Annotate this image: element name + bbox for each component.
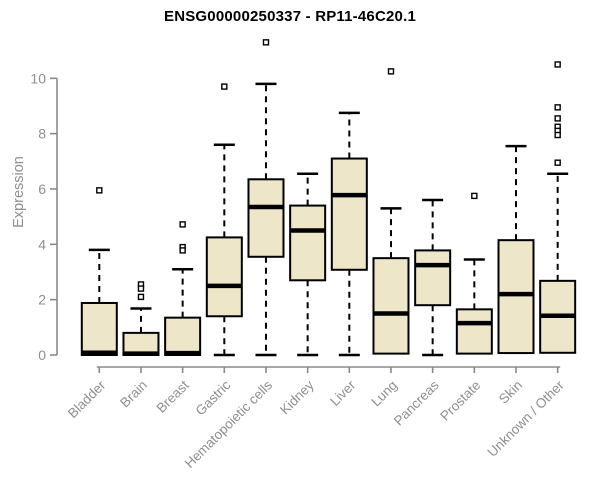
boxplot-pancreas: [414, 198, 452, 357]
iqr-box: [330, 157, 368, 271]
outlier-point: [262, 39, 270, 46]
outlier-point: [554, 61, 561, 68]
boxplot-kidney: [289, 172, 327, 357]
outlier-point: [554, 104, 561, 111]
outlier-point: [554, 159, 561, 166]
outlier-point: [221, 83, 228, 90]
outlier-point: [179, 221, 186, 228]
outlier-point: [179, 247, 186, 254]
outlier-point: [554, 131, 561, 139]
x-tick-label-liver: Liver: [327, 377, 359, 409]
x-tick-label-bladder: Bladder: [65, 377, 109, 421]
iqr-box: [205, 236, 243, 318]
y-tick-label: 4: [38, 236, 46, 252]
outlier-point: [471, 192, 478, 200]
x-tick-label-lung: Lung: [368, 378, 400, 410]
boxplot-unknown-other: [539, 61, 577, 354]
iqr-box: [414, 249, 452, 307]
boxplot-skin: [497, 144, 535, 355]
outlier-point: [554, 115, 561, 122]
y-tick-label: 2: [38, 292, 46, 308]
boxplot-lung: [372, 68, 410, 355]
x-tick-label-gastric: Gastric: [193, 377, 234, 418]
x-tick-label-pancreas: Pancreas: [391, 377, 442, 428]
outlier-point: [137, 285, 145, 292]
boxplot-bladder: [80, 187, 118, 357]
iqr-box: [289, 204, 327, 282]
iqr-box: [497, 239, 535, 355]
iqr-box: [247, 178, 285, 258]
y-tick-label: 6: [38, 181, 46, 197]
boxplot-brain: [122, 281, 160, 357]
iqr-box: [164, 316, 202, 357]
outlier-point: [96, 187, 103, 194]
x-tick-label-kidney: Kidney: [277, 377, 317, 417]
iqr-box: [372, 257, 410, 355]
boxplot-hematopoietic-cells: [247, 39, 285, 357]
x-tick-label-breast: Breast: [154, 377, 192, 415]
y-tick-label: 10: [30, 70, 46, 86]
outlier-point: [137, 293, 145, 301]
x-tick-label-unknown-other: Unknown / Other: [485, 377, 568, 460]
chart-title: ENSG00000250337 - RP11-46C20.1: [163, 8, 416, 25]
x-tick-label-skin: Skin: [496, 378, 525, 407]
y-tick-label: 8: [38, 126, 46, 142]
boxplot-liver: [330, 111, 368, 357]
boxplot-gastric: [205, 83, 243, 357]
iqr-box: [455, 308, 493, 355]
boxplot-prostate: [455, 192, 493, 355]
x-tick-label-prostate: Prostate: [437, 378, 483, 424]
y-axis-title: Expression: [11, 156, 27, 228]
iqr-box: [80, 301, 118, 357]
y-tick-label: 0: [38, 347, 46, 363]
x-tick-label-brain: Brain: [117, 378, 150, 411]
boxplot-breast: [164, 221, 202, 357]
outlier-point: [387, 68, 395, 75]
